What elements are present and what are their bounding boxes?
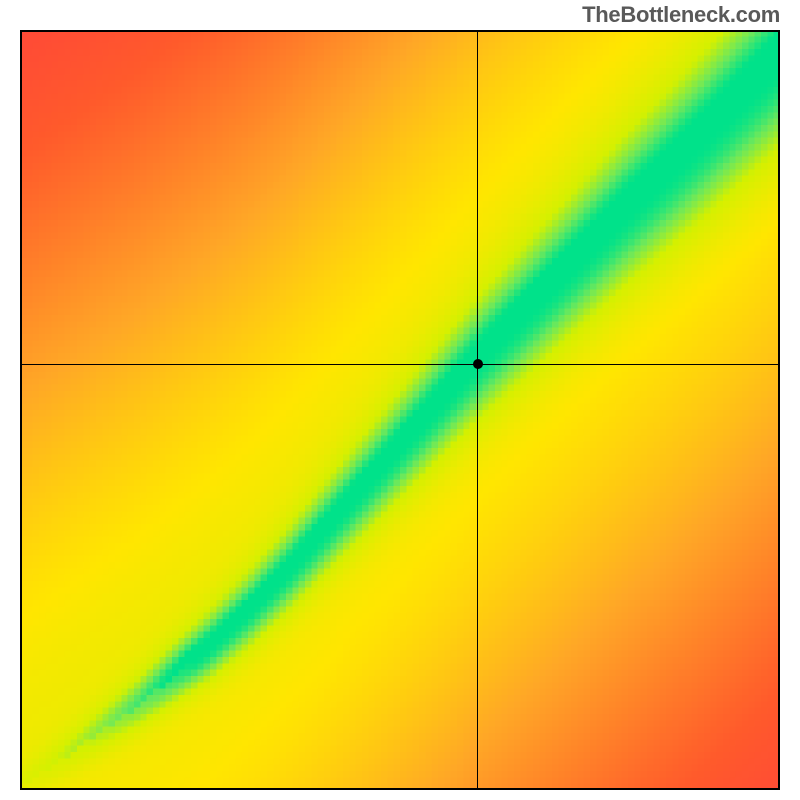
chart-container: TheBottleneck.com xyxy=(0,0,800,800)
crosshair-marker xyxy=(473,359,483,369)
crosshair-horizontal xyxy=(20,364,780,365)
crosshair-vertical xyxy=(477,30,478,790)
watermark-text: TheBottleneck.com xyxy=(582,2,780,28)
chart-border xyxy=(20,30,780,790)
